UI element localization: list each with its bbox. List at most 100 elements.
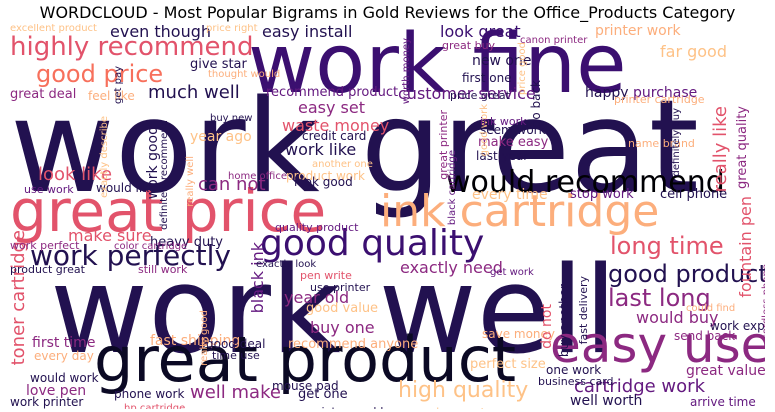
cloud-word: price great [450,89,510,102]
cloud-word: even though [110,24,212,41]
cloud-word: easy install [262,24,353,41]
cloud-word: look good [294,175,353,189]
cloud-word: go back [529,80,543,128]
cloud-word: would work [30,371,99,385]
cloud-word: work well [50,242,618,381]
cloud-word: excellent product [10,24,97,34]
cloud-word: product work [286,169,366,183]
cloud-word: great deal [10,87,77,102]
cloud-word: last year [476,149,529,163]
cloud-word: time use [212,349,260,362]
cloud-word: use printer [310,281,371,294]
cloud-word: last long [608,284,711,312]
cloud-word: really good [199,310,210,366]
cloud-word: perfect size [470,357,546,372]
cloud-word: work great [10,73,699,222]
cloud-word: work printer [10,395,84,409]
cloud-word: work like [285,140,357,159]
cloud-word: color cartridge [114,241,188,252]
cloud-word: get pay [113,66,124,104]
cloud-word: far good [660,42,727,61]
cloud-word: year ago [190,129,252,145]
cloud-word: printer work [595,24,681,39]
cloud-word: could find [686,303,736,314]
cloud-word: work perfectly [30,239,231,272]
cloud-word: worth money [401,38,412,105]
cloud-word: every time [472,187,548,203]
cloud-word: mouse pad [272,379,339,393]
cloud-word: recommend anyone [288,337,419,352]
cloud-word: printer cartridge [614,93,705,106]
cloud-word: definitely recommend [159,120,170,230]
cloud-word: really like [710,106,731,193]
cloud-word: exactly look [256,259,317,270]
cloud-word: ink work [480,115,527,128]
cloud-word: phone work [114,387,185,401]
cloud-word: printer would [310,406,383,409]
cloud-word: would like [96,181,157,195]
cloud-word: much well [148,82,240,103]
cloud-word: cartridge work [574,376,705,397]
cloud-word: new one [472,53,532,69]
cloud-word: buy one [310,318,375,337]
cloud-word: year old [284,288,350,307]
cloud-word: product great [10,263,85,276]
cloud-word: phone system [430,408,501,410]
cloud-word: buy new [210,113,253,124]
cloud-word: send back [674,329,736,343]
cloud-word: ink cartridge [380,186,660,237]
cloud-word: work expect [710,319,765,333]
cloud-word: well make [190,382,281,403]
cloud-word: heavy duty [150,235,224,250]
cloud-word: fountain pen [736,196,755,298]
cloud-word: long time [610,232,724,260]
cloud-word: give star [190,57,247,72]
cloud-word: get work [490,267,534,278]
cloud-word: canon printer [520,35,588,46]
cloud-word: do not [539,304,555,349]
cloud-word: one work [546,363,602,377]
cloud-word: good deal [206,337,266,351]
cloud-word: can not [198,174,266,195]
cloud-word: save money [482,327,556,341]
cloud-word: good quality [260,223,485,264]
cloud-word: well worth [570,393,643,409]
cloud-word: cell phone [660,187,728,202]
cloud-word: good price [36,60,164,88]
cloud-word: business card [538,375,614,388]
cloud-word: purchase [633,85,698,101]
cloud-word: make sure [68,226,152,245]
cloud-word: price good [517,42,528,95]
cloud-word: great product [94,323,517,396]
cloud-word: exactly need [400,258,503,277]
chart-title: WORDCLOUD - Most Popular Bigrams in Gold… [39,3,736,22]
cloud-word: easy set [298,98,365,117]
cloud-word: look like [38,164,113,185]
cloud-word: waste money [282,116,390,135]
cloud-word: great price [10,177,327,245]
cloud-word: price right [206,24,258,34]
cloud-word: fast delivery [577,276,590,345]
cloud-word: work fine [248,24,627,112]
cloud-word: seem work [480,123,546,137]
cloud-word: thought would [208,69,281,80]
cloud-word: love pen [26,383,87,399]
cloud-word: quality product [275,221,359,234]
cloud-word: great quality [735,106,750,189]
cloud-word: home office [228,171,287,182]
cloud-word: another one [312,159,373,170]
cloud-word: good product [608,260,765,288]
cloud-word: pen write [300,269,352,282]
cloud-word: buy another [557,284,571,358]
cloud-word: hp cartridge [124,403,186,410]
cloud-word: arrive time [690,395,756,409]
cloud-word: exactly describe [99,116,110,198]
cloud-word: happy [585,85,629,101]
cloud-word: great value [686,363,765,379]
cloud-word: good value [306,301,379,316]
cloud-word: great buy [442,39,496,52]
cloud-word: high quality [398,378,529,403]
cloud-word: get one [298,387,348,402]
cloud-word: work perfect [10,239,80,252]
cloud-word: feel like [88,89,135,103]
